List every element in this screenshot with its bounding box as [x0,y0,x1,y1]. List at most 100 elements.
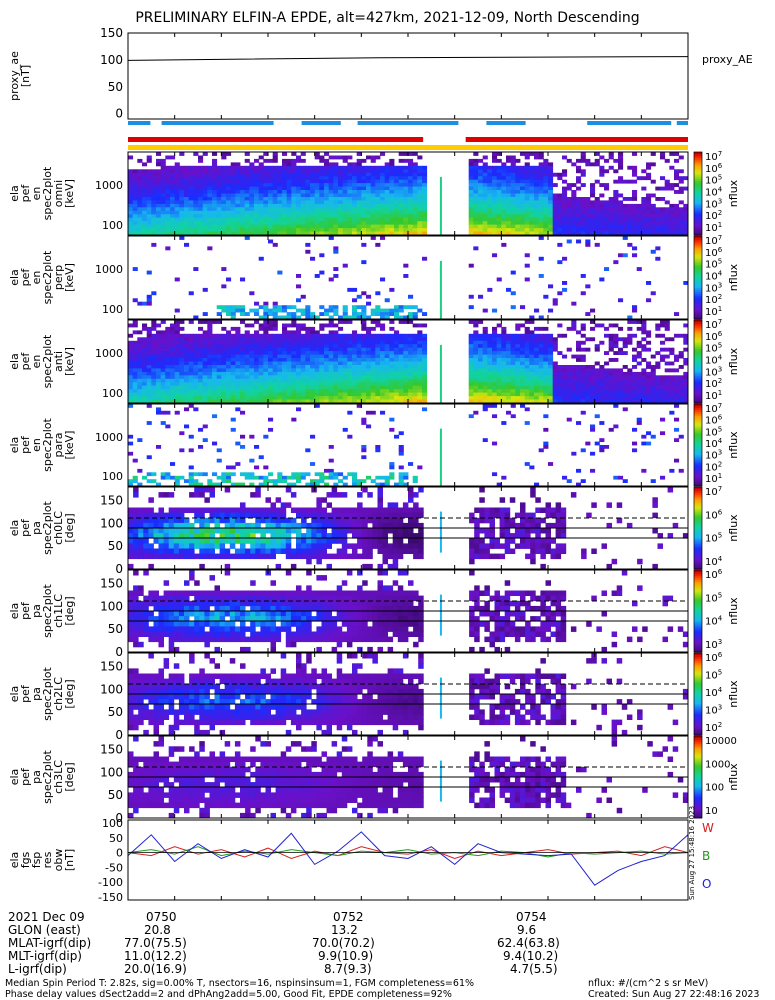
spectrogram-cell [174,231,180,236]
spectrogram-cell [216,340,222,345]
spectrogram-cell [282,203,288,208]
spectrogram-cell [165,190,171,194]
spectrogram-cell [683,347,689,352]
spectrogram-cell [398,371,404,376]
spectrogram-cell [132,228,138,232]
spectrogram-cell [202,368,208,373]
spectrogram-cell [646,172,652,177]
spectrogram-cell [394,169,400,174]
spectrogram-cell [146,351,152,355]
spectrogram-cell [314,482,320,487]
spectrogram-cell [384,308,390,313]
spectrogram-cell [478,399,484,404]
spectrogram-cell [562,190,568,194]
spectrogram-cell [408,228,414,232]
spectrogram-cell [142,375,148,380]
spectrogram-cell [361,368,367,373]
spectrogram-cell [319,312,325,316]
spectrogram-cell [366,183,372,187]
spectrogram-cell [529,231,535,236]
spectrogram-cell [571,207,577,212]
spectrogram-cell [534,176,540,181]
spectrogram-cell [202,287,208,292]
spectrogram-cell [324,323,330,328]
spectrogram-cell [146,169,152,174]
spectrogram-cell [618,155,624,160]
spectrogram-cell [501,224,507,229]
spectrogram-cell [552,210,558,215]
spectrogram-cell [580,410,586,415]
spectrogram-cell [272,224,278,229]
spectrogram-cell [398,465,404,470]
spectrogram-cell [324,475,330,480]
spectrogram-cell [328,323,334,328]
spectrogram-cell [258,347,264,352]
spectrogram-cell [398,217,404,222]
spectrogram-cell [529,465,535,470]
spectrogram-cell [534,221,540,226]
spectrogram-cell [608,340,614,345]
spectrogram-cell [258,368,264,373]
spectrogram-cell [258,172,264,177]
spectrogram-cell [370,207,376,212]
spectrogram-cell [515,217,521,222]
spectrogram-cell [632,217,638,222]
spectrogram-cell [319,399,325,404]
spectrogram-cell [492,183,498,187]
spectrogram-cell [608,214,614,219]
spectrogram-cell [543,158,549,163]
spectrogram-cell [207,330,213,335]
spectrogram-cell [576,210,582,215]
spectrogram-cell [655,392,661,397]
spectrogram-cell [650,378,656,383]
spectrogram-cell [296,284,302,289]
spectrogram-cell [338,193,344,198]
spectrogram-cell [571,320,577,324]
spectrogram-cell [370,479,376,483]
spectrogram-cell [380,203,386,208]
spectrogram-cell [674,176,680,181]
spectrogram-cell [216,371,222,376]
spectrogram-cell [193,197,199,201]
spectrogram-cell [347,361,353,366]
spectrogram-cell [669,385,675,390]
spectrogram-cell [403,217,409,222]
spectrogram-cell [146,221,152,226]
spectrogram-cell [198,340,204,345]
spectrogram-cell [286,179,292,184]
spectrogram-cell [408,186,414,191]
spectrogram-cell [389,417,395,422]
spectrogram-cell [244,203,250,208]
spectrogram-cell [585,347,591,352]
spectrogram-cell [179,165,185,170]
spectrogram-cell [622,217,628,222]
spectrogram-cell [370,312,376,316]
spectrogram-cell [207,210,213,215]
spectrogram-cell [538,176,544,181]
spectrogram-cell [338,378,344,383]
spectrogram-cell [221,221,227,226]
spectrogram-cell [468,375,474,380]
spectrogram-cell [683,371,689,376]
spectrogram-cell [562,256,568,261]
spectrogram-cell [193,399,199,404]
spectrogram-cell [282,214,288,219]
spectrogram-cell [207,217,213,222]
spectrogram-cell [361,382,367,387]
spectrogram-cell [132,378,138,383]
spectrogram-cell [324,308,330,313]
spectrogram-cell [487,368,493,373]
spectrogram-cell [398,203,404,208]
spectrogram-cell [543,224,549,229]
spectrogram-cell [366,475,372,480]
spectrogram-cell [618,207,624,212]
spectrogram-cell [221,361,227,366]
spectrogram-cell [244,236,250,240]
spectrogram-cell [664,361,670,366]
spectrogram-cell [310,392,316,397]
spectrogram-cell [380,217,386,222]
spectrogram-cell [398,445,404,449]
spectrogram-cell [230,193,236,198]
spectrogram-cell [580,385,586,390]
spectrogram-cell [202,371,208,376]
